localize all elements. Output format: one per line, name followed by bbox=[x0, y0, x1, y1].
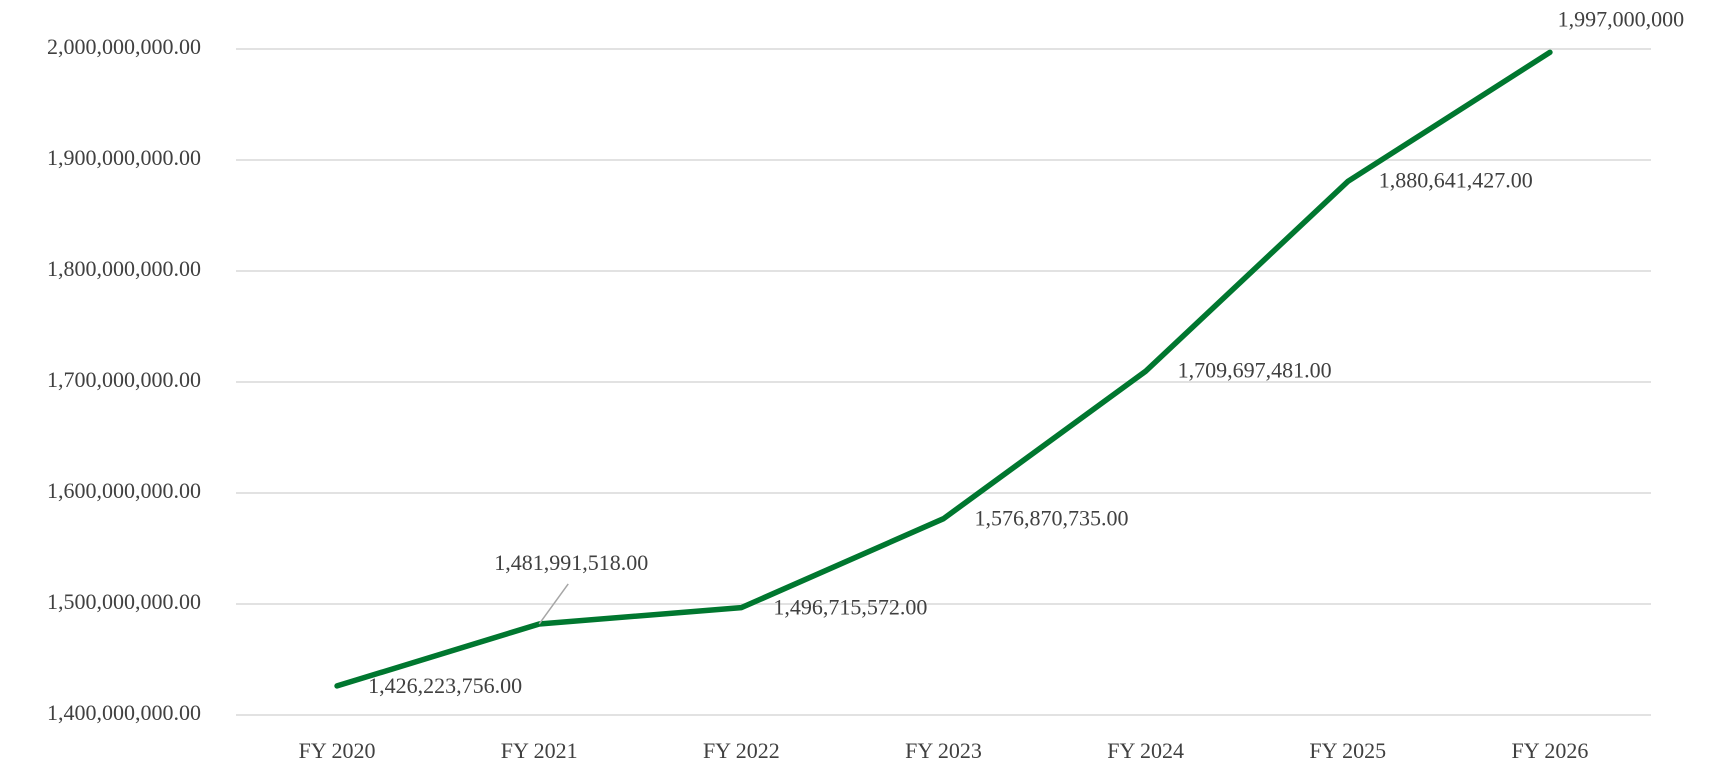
data-label: 1,576,870,735.00 bbox=[975, 506, 1129, 531]
data-line bbox=[334, 49, 1553, 689]
data-label: 1,709,697,481.00 bbox=[1178, 357, 1332, 382]
data-label: 1,997,000,000 bbox=[1558, 6, 1685, 31]
y-tick-label: 1,700,000,000.00 bbox=[47, 367, 201, 392]
x-tick-label: FY 2020 bbox=[299, 738, 376, 763]
x-tick-label: FY 2022 bbox=[703, 738, 780, 763]
y-tick-label: 1,400,000,000.00 bbox=[47, 700, 201, 725]
y-tick-label: 1,600,000,000.00 bbox=[47, 478, 201, 503]
data-label: 1,880,641,427.00 bbox=[1379, 168, 1533, 193]
y-tick-label: 1,500,000,000.00 bbox=[47, 589, 201, 614]
leader-line bbox=[538, 583, 569, 625]
x-tick-label: FY 2025 bbox=[1309, 738, 1386, 763]
y-tick-label: 1,900,000,000.00 bbox=[47, 145, 201, 170]
x-tick-label: FY 2026 bbox=[1512, 738, 1589, 763]
data-label: 1,426,223,756.00 bbox=[368, 673, 522, 698]
x-tick-label: FY 2021 bbox=[501, 738, 578, 763]
data-label: 1,481,991,518.00 bbox=[494, 550, 648, 575]
data-label: 1,496,715,572.00 bbox=[773, 595, 927, 620]
y-tick-label: 1,800,000,000.00 bbox=[47, 256, 201, 281]
x-tick-label: FY 2023 bbox=[905, 738, 982, 763]
x-tick-label: FY 2024 bbox=[1107, 738, 1184, 763]
y-tick-label: 2,000,000,000.00 bbox=[47, 34, 201, 59]
